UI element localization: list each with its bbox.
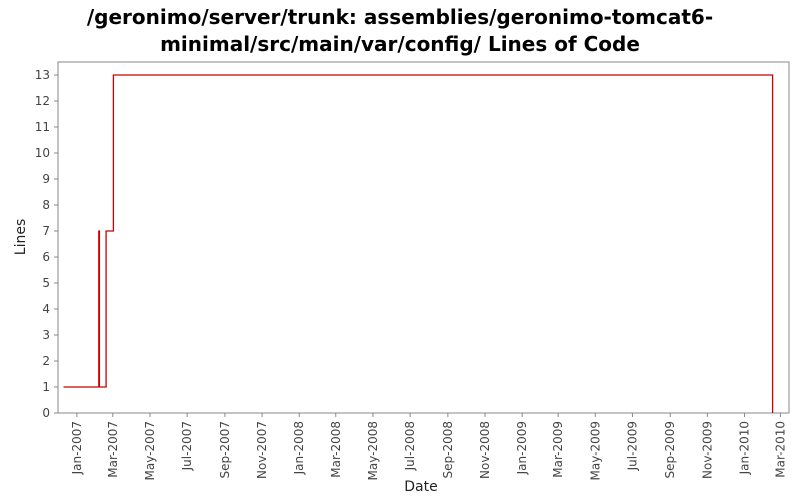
x-tick-label: Jul-2009 bbox=[625, 421, 639, 471]
y-tick-label: 13 bbox=[35, 68, 50, 82]
y-tick-label: 11 bbox=[35, 120, 50, 134]
chart-title-line-1: /geronimo/server/trunk: assemblies/geron… bbox=[86, 5, 714, 29]
x-tick-label: Mar-2010 bbox=[773, 421, 787, 478]
chart-title-line-2: minimal/src/main/var/config/ Lines of Co… bbox=[160, 32, 640, 56]
x-tick-label: Nov-2007 bbox=[255, 421, 269, 479]
x-tick-label: Jan-2010 bbox=[738, 421, 752, 475]
y-tick-label: 9 bbox=[42, 172, 50, 186]
series-layer bbox=[63, 74, 774, 414]
plot-background bbox=[57, 61, 790, 414]
y-tick-label: 12 bbox=[35, 94, 50, 108]
y-tick-label: 10 bbox=[35, 146, 50, 160]
y-tick-label: 2 bbox=[42, 354, 50, 368]
y-tick-label: 5 bbox=[42, 276, 50, 290]
x-tick-label: Nov-2008 bbox=[478, 421, 492, 479]
x-tick-label: Sep-2009 bbox=[663, 421, 677, 479]
x-tick-label: Mar-2007 bbox=[106, 421, 120, 478]
x-axis-title: Date bbox=[404, 479, 437, 495]
y-tick-label: 4 bbox=[42, 302, 50, 316]
x-tick-label: Nov-2009 bbox=[700, 421, 714, 479]
y-tick-label: 6 bbox=[42, 250, 50, 264]
x-tick-label: Sep-2008 bbox=[441, 421, 455, 479]
x-tick-label: Mar-2009 bbox=[551, 421, 565, 478]
x-tick-label: Jul-2007 bbox=[180, 421, 194, 471]
x-tick-label: May-2009 bbox=[588, 421, 602, 480]
x-tick-label: Jan-2007 bbox=[70, 421, 84, 475]
x-tick-label: May-2007 bbox=[143, 421, 157, 480]
x-tick-label: Mar-2008 bbox=[329, 421, 343, 478]
x-tick-label: May-2008 bbox=[366, 421, 380, 480]
series-line bbox=[63, 74, 774, 413]
x-tick-label: Jan-2008 bbox=[292, 421, 306, 475]
y-tick-label: 1 bbox=[42, 380, 50, 394]
y-tick-label: 8 bbox=[42, 198, 50, 212]
y-tick-label: 0 bbox=[42, 406, 50, 420]
x-tick-label: Jul-2008 bbox=[403, 421, 417, 471]
y-tick-label: 3 bbox=[42, 328, 50, 342]
x-axis: Jan-2007 Mar-2007 May-2007 Jul-2007 Sep-2007… bbox=[70, 413, 787, 480]
x-tick-label: Jan-2009 bbox=[515, 421, 529, 475]
y-tick-label: 7 bbox=[42, 224, 50, 238]
chart-title: /geronimo/server/trunk: assemblies/geron… bbox=[0, 4, 800, 58]
y-axis-title: Lines bbox=[13, 219, 29, 255]
x-tick-label: Sep-2007 bbox=[218, 421, 232, 479]
